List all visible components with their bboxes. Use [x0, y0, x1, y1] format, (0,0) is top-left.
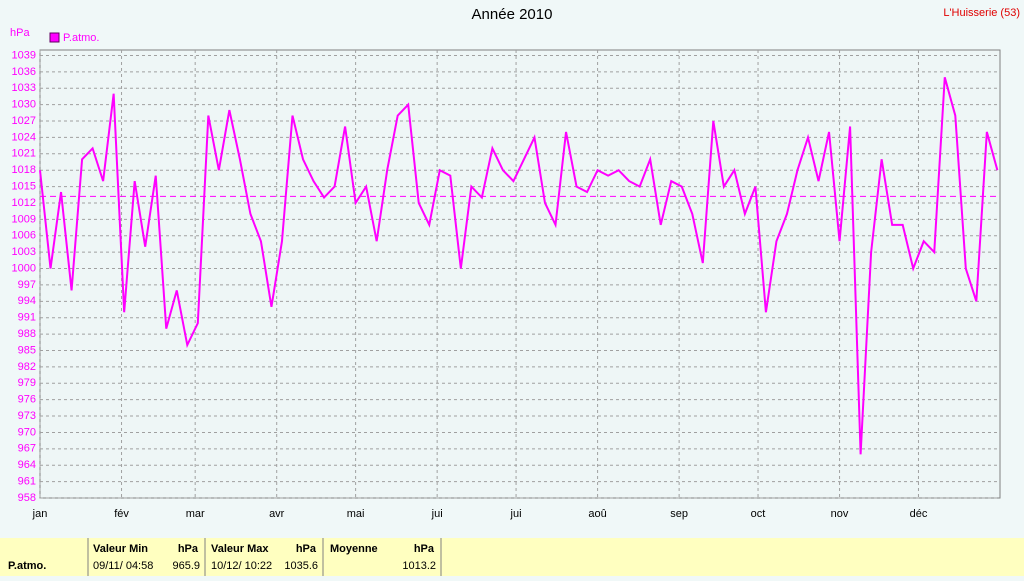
legend-label: P.atmo. [63, 32, 100, 44]
x-tick-label: mai [347, 508, 365, 520]
stats-title: Valeur Min [93, 543, 148, 555]
stats-date: 10/12/ 10:22 [211, 560, 272, 572]
x-tick-label: nov [831, 508, 849, 520]
y-tick-label: 1021 [12, 148, 36, 160]
y-tick-label: 988 [18, 328, 36, 340]
y-tick-label: 1012 [12, 197, 36, 209]
stats-title: Valeur Max [211, 543, 269, 555]
y-tick-label: 997 [18, 279, 36, 291]
stats-dividers [87, 538, 442, 576]
stats-title: Moyenne [330, 543, 378, 555]
y-tick-label: 1015 [12, 180, 36, 192]
y-axis-label: hPa [10, 27, 30, 39]
data-line [39, 77, 999, 455]
legend-swatch [49, 32, 60, 43]
stats-value: 965.9 [172, 560, 200, 572]
stats-unit: hPa [178, 543, 199, 555]
stats-unit: hPa [296, 543, 317, 555]
plot-area [39, 49, 1001, 499]
y-tick-label: 991 [18, 312, 36, 324]
y-tick-label: 979 [18, 377, 36, 389]
stats-value: 1013.2 [402, 560, 436, 572]
y-tick-label: 1039 [12, 49, 36, 61]
stats-value: 1035.6 [284, 560, 318, 572]
y-tick-label: 1033 [12, 82, 36, 94]
y-tick-label: 970 [18, 426, 36, 438]
location: L'Huisserie (53) [943, 7, 1020, 19]
y-tick-label: 994 [18, 295, 36, 307]
y-tick-label: 1000 [12, 262, 36, 274]
stats-date: 09/11/ 04:58 [93, 560, 153, 572]
x-tick-label: mar [186, 508, 205, 520]
y-tick-label: 967 [18, 443, 36, 455]
y-tick-label: 958 [18, 492, 36, 504]
y-tick-label: 1009 [12, 213, 36, 225]
y-tick-label: 1003 [12, 246, 36, 258]
stats-panel [0, 538, 1024, 576]
chart-title: Année 2010 [472, 6, 553, 23]
y-tick-label: 976 [18, 394, 36, 406]
stats-row-label: P.atmo. [8, 560, 46, 572]
y-tick-label: 985 [18, 344, 36, 356]
x-tick-label: aoû [588, 508, 606, 520]
y-tick-label: 982 [18, 361, 36, 373]
x-tick-label: oct [751, 508, 766, 520]
y-tick-label: 973 [18, 410, 36, 422]
x-tick-label: avr [269, 508, 285, 520]
y-tick-label: 964 [18, 459, 36, 471]
stats-unit: hPa [414, 543, 435, 555]
y-tick-label: 1030 [12, 99, 36, 111]
y-tick-label: 1036 [12, 66, 36, 78]
x-tick-label: fév [114, 508, 129, 520]
x-tick-label: sep [670, 508, 688, 520]
y-tick-label: 961 [18, 476, 36, 488]
y-tick-label: 1006 [12, 230, 36, 242]
x-tick-label: déc [910, 508, 928, 520]
x-tick-label: jan [32, 508, 48, 520]
y-tick-label: 1027 [12, 115, 36, 127]
y-tick-label: 1024 [12, 131, 36, 143]
x-tick-label: jui [431, 508, 443, 520]
x-tick-label: jui [510, 508, 522, 520]
y-tick-label: 1018 [12, 164, 36, 176]
